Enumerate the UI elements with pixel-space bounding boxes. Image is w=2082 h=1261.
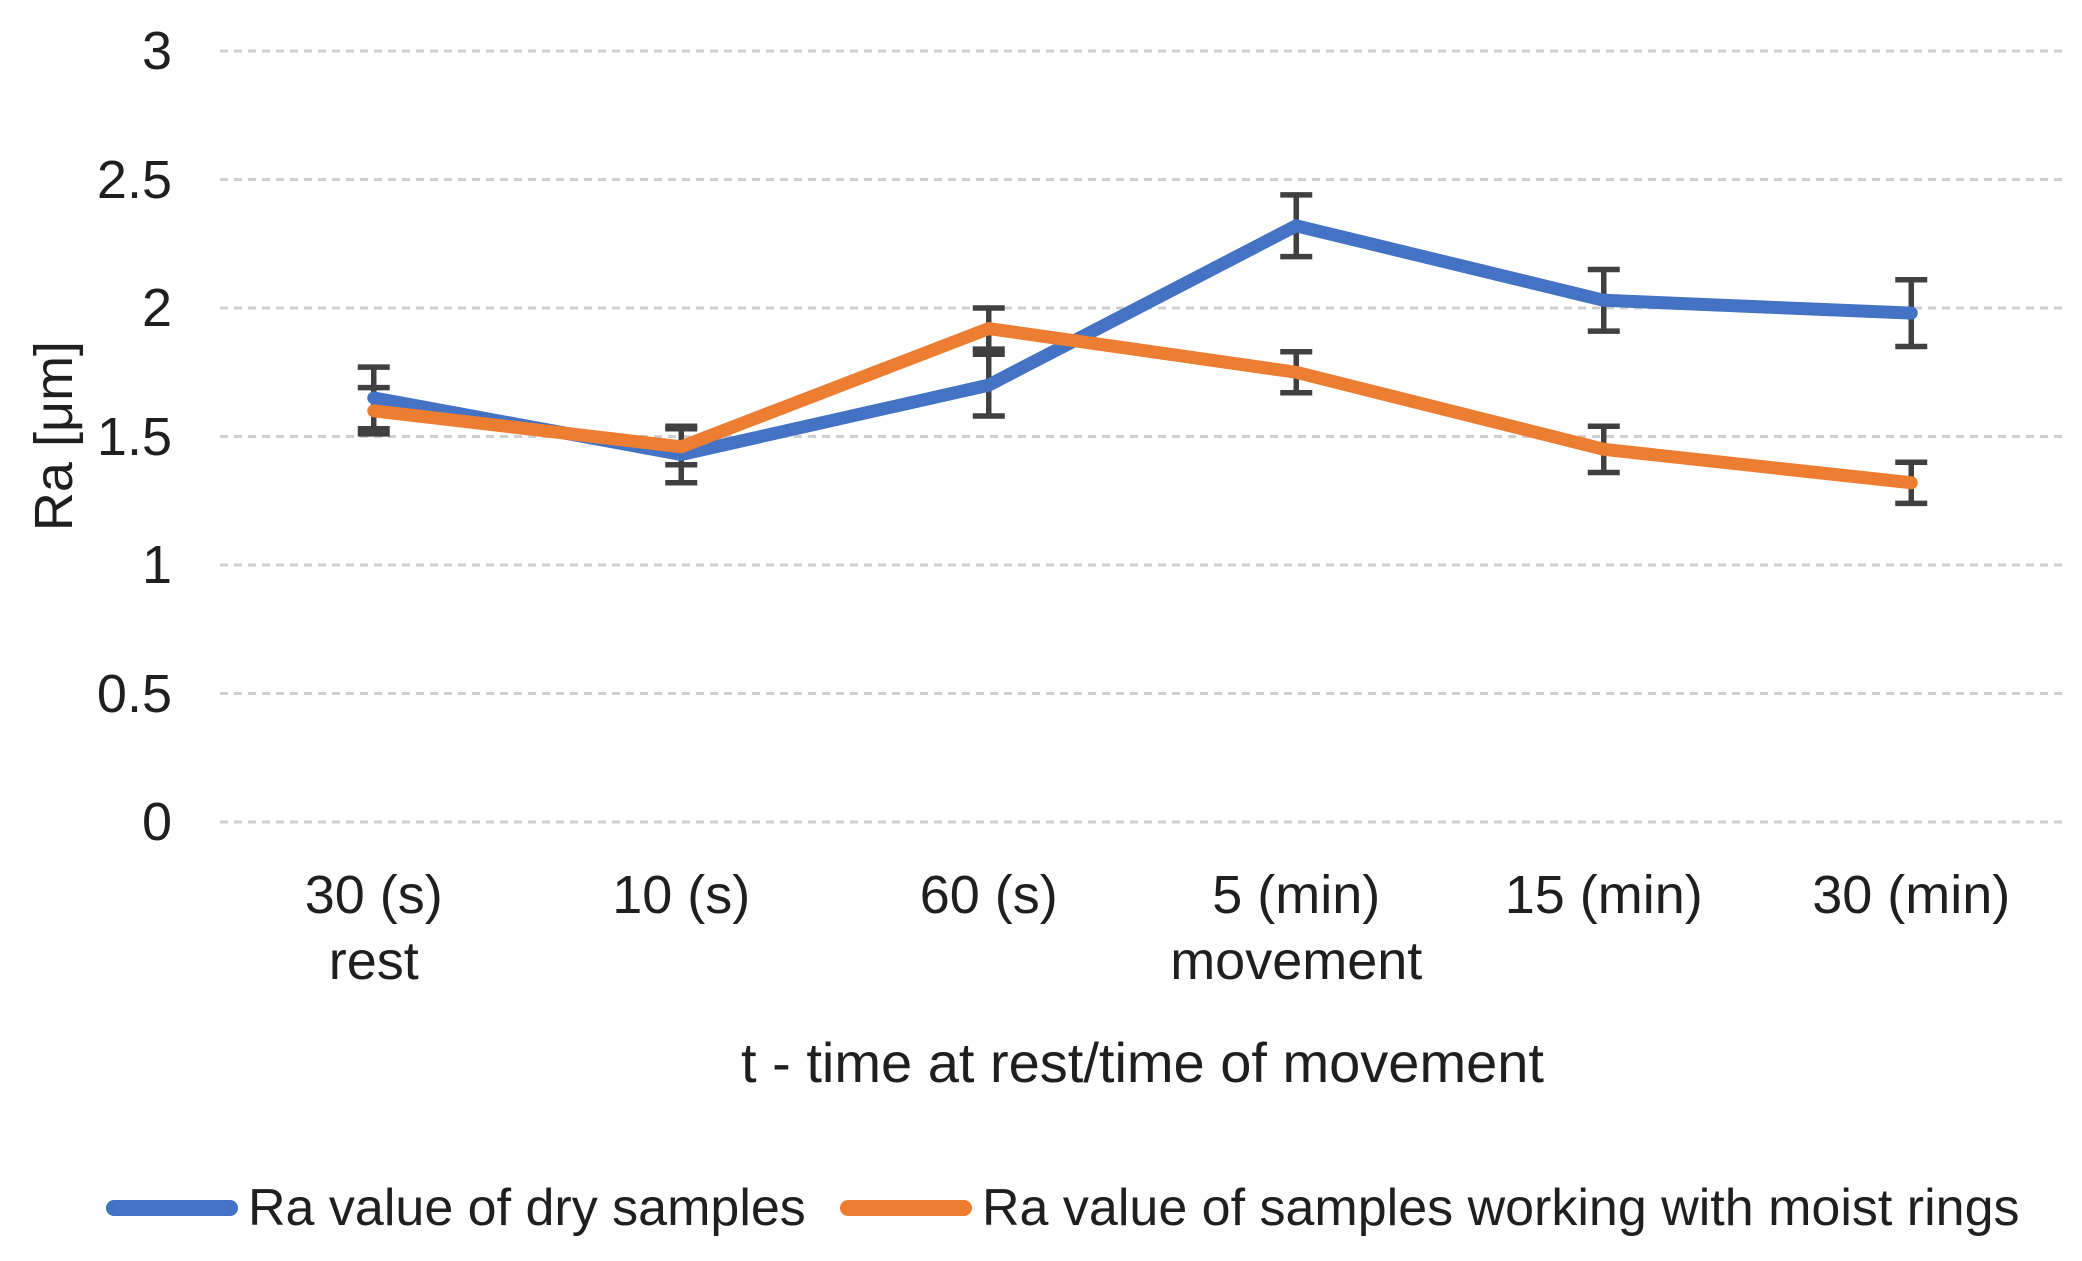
legend-item-moist: Ra value of samples working with moist r…	[840, 1178, 2020, 1238]
x-category-label: 60 (s)	[835, 862, 1143, 928]
x-category-main: 60 (s)	[919, 865, 1058, 925]
legend-swatch-dry	[106, 1200, 238, 1216]
x-category-main: 30 (min)	[1812, 865, 2011, 925]
y-tick-label: 0.5	[96, 663, 172, 724]
x-category-main: 30 (s)	[304, 865, 443, 925]
x-category-sublabel: movement	[1170, 931, 1423, 991]
x-axis-title: t - time at rest/time of movement	[741, 1031, 1544, 1094]
gridlines	[220, 49, 2065, 824]
legend-label: Ra value of dry samples	[248, 1179, 806, 1237]
series-line-moist	[367, 322, 1918, 490]
x-category-label: 30 (min)	[1758, 862, 2066, 928]
x-category-main: 10 (s)	[612, 865, 751, 925]
x-category-label: 30 (s) rest	[220, 862, 528, 994]
x-category-sublabel: rest	[328, 931, 419, 991]
error-bars-moist	[357, 305, 1928, 507]
legend-item-dry: Ra value of dry samples	[106, 1178, 806, 1238]
x-category-label: 5 (min) movement	[1143, 862, 1451, 994]
y-tick-label: 1.5	[96, 406, 172, 467]
x-category-main: 5 (min)	[1212, 865, 1381, 925]
y-axis-title: Ra [μm]	[24, 340, 84, 532]
y-tick-label: 1	[141, 535, 172, 595]
x-category-label: 15 (min)	[1450, 862, 1758, 928]
x-category-label: 10 (s)	[528, 862, 836, 928]
x-category-main: 15 (min)	[1504, 865, 1703, 925]
series-line-dry	[367, 219, 1918, 461]
y-tick-label: 2.5	[96, 149, 172, 210]
legend-label: Ra value of samples working with moist r…	[982, 1179, 2020, 1237]
y-tick-label: 0	[141, 792, 172, 852]
y-tick-label: 3	[141, 21, 172, 81]
y-tick-label: 2	[141, 278, 172, 338]
legend-swatch-moist	[840, 1200, 972, 1216]
